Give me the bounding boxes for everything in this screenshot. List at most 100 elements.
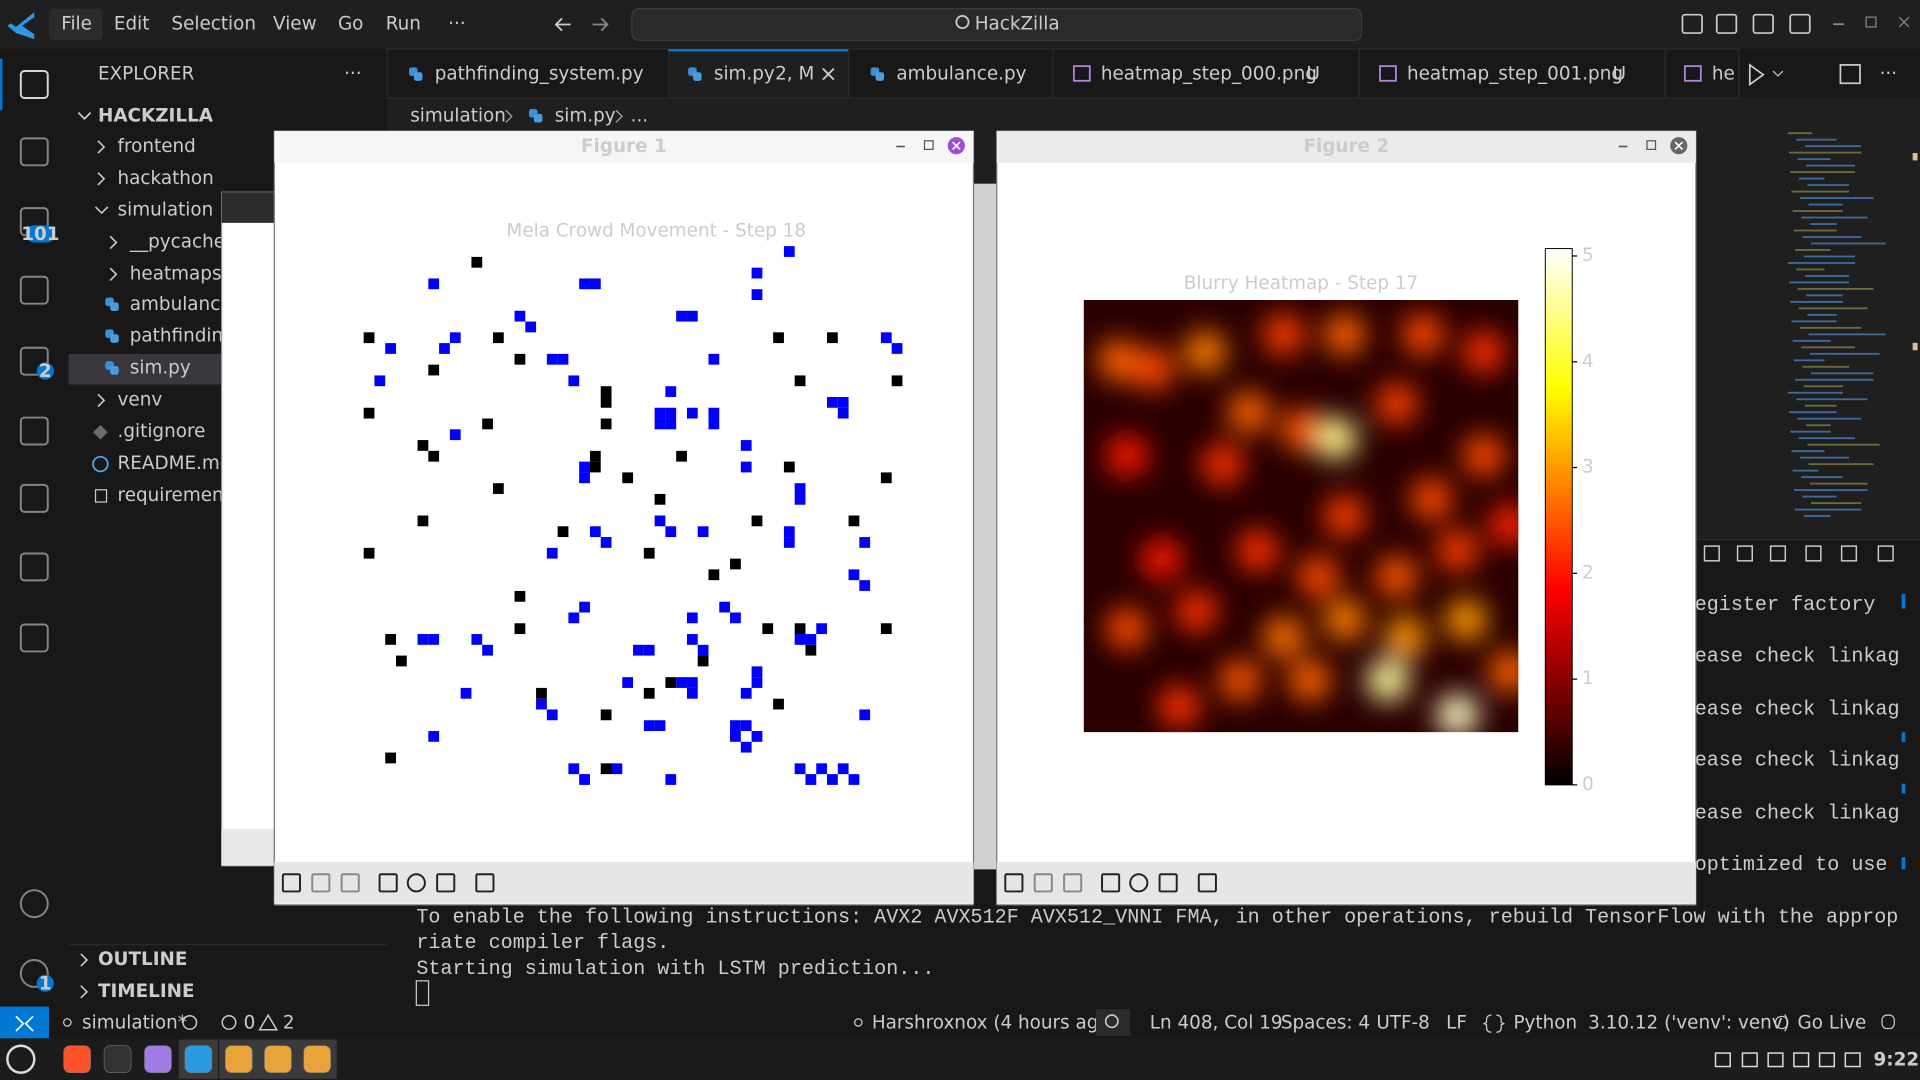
activity-icon[interactable] (19, 623, 49, 653)
explorer-item[interactable]: heatmaps (130, 263, 222, 284)
tab-label[interactable]: heatmap_step_001.png (1407, 64, 1623, 85)
tray-icon[interactable] (1741, 1052, 1758, 1068)
taskbar-app[interactable] (303, 1045, 331, 1073)
tab[interactable] (1358, 48, 1666, 99)
tab[interactable] (1052, 48, 1360, 99)
figure-min[interactable] (1618, 145, 1628, 148)
nav-forward[interactable] (592, 17, 609, 32)
menu-item[interactable]: File (61, 13, 92, 34)
zoom-button[interactable] (1095, 1008, 1131, 1036)
taskbar-app[interactable] (184, 1045, 213, 1073)
explorer-item[interactable]: sim.py (130, 358, 191, 379)
tray-icon[interactable] (1714, 1052, 1731, 1068)
tab[interactable] (1664, 48, 1740, 99)
explorer-item[interactable]: frontend (118, 136, 196, 157)
toolbar-button[interactable] (406, 873, 426, 893)
toolbar-button[interactable] (340, 873, 360, 893)
taskbar-app[interactable] (103, 1045, 132, 1073)
figure-max[interactable] (1646, 140, 1657, 150)
panel-maximize[interactable] (1840, 545, 1858, 562)
panel-toggle[interactable] (1752, 13, 1774, 34)
win-min[interactable] (1833, 23, 1845, 26)
explorer-item[interactable]: requirement (118, 485, 231, 506)
toolbar-button[interactable] (475, 873, 495, 893)
tab-label[interactable]: heatmap_step_000.png (1101, 64, 1317, 85)
explorer-item[interactable]: README.md (118, 453, 232, 474)
search-box[interactable] (631, 7, 1363, 42)
outline-header[interactable]: OUTLINE (98, 949, 187, 970)
breadcrumb-item[interactable]: simulation (410, 105, 506, 126)
clock[interactable]: 9:22 AM (1873, 1049, 1920, 1070)
menu-item[interactable]: ··· (448, 13, 466, 34)
remote-indicator[interactable] (0, 1006, 49, 1039)
status-item[interactable]: Python (1513, 1013, 1577, 1034)
timeline-header[interactable]: TIMELINE (98, 981, 195, 1002)
status-item[interactable]: 0 (244, 1013, 256, 1034)
tab-close[interactable] (822, 67, 835, 81)
toolbar-button[interactable] (1197, 873, 1217, 893)
editor-more[interactable]: ··· (1880, 64, 1898, 85)
panel-more[interactable] (1805, 545, 1822, 562)
win-close[interactable] (1898, 16, 1910, 28)
tray-icon[interactable] (1767, 1052, 1784, 1068)
menu-item[interactable]: Go (338, 13, 363, 34)
toolbar-button[interactable] (1158, 873, 1178, 893)
status-item[interactable]: LF (1446, 1013, 1467, 1034)
menu-item[interactable]: Edit (114, 13, 150, 34)
tab-label[interactable]: pathfinding_system.py (435, 64, 644, 85)
menu-item[interactable]: Selection (171, 13, 256, 34)
nav-back[interactable] (554, 17, 571, 32)
run-dropdown[interactable] (1772, 70, 1784, 77)
run-icon[interactable] (1748, 63, 1765, 87)
toolbar-button[interactable] (436, 873, 456, 893)
breadcrumb-item[interactable]: ... (631, 105, 649, 126)
toolbar-button[interactable] (378, 873, 398, 893)
activity-icon[interactable] (19, 483, 49, 513)
status-item[interactable]: UTF-8 (1376, 1013, 1430, 1034)
activity-icon[interactable] (19, 889, 49, 919)
toolbar-button[interactable] (311, 873, 331, 893)
tray-icon[interactable] (1793, 1052, 1810, 1068)
panel-close[interactable] (1877, 545, 1894, 562)
tray-icon[interactable] (1818, 1052, 1836, 1068)
explorer-item[interactable]: .gitignore (118, 421, 206, 442)
status-item[interactable]: simulation* (82, 1013, 187, 1034)
breadcrumb-item[interactable]: sim.py (555, 105, 616, 126)
status-item[interactable]: Spaces: 4 (1281, 1013, 1370, 1034)
taskbar-app[interactable] (225, 1045, 253, 1073)
toolbar-button[interactable] (1101, 873, 1121, 893)
menu-item[interactable]: View (273, 13, 317, 34)
status-item[interactable]: 2 (283, 1013, 295, 1034)
activity-icon[interactable] (19, 552, 49, 582)
toolbar-button[interactable] (1129, 873, 1149, 893)
split-editor[interactable] (1839, 64, 1861, 85)
status-item[interactable]: Harshroxnox (4 hours ago) (872, 1013, 1117, 1034)
tab-label[interactable]: he (1712, 64, 1735, 85)
activity-icon[interactable] (19, 346, 49, 376)
start-button[interactable] (6, 1044, 36, 1074)
status-item[interactable]: 3.10.12 ('venv': venv) (1588, 1013, 1790, 1034)
explorer-item[interactable]: hackathon (118, 168, 214, 189)
activity-icon[interactable] (19, 275, 49, 305)
panel-dropdown[interactable] (1703, 545, 1720, 562)
taskbar-app[interactable] (144, 1045, 172, 1073)
activity-icon[interactable] (19, 70, 49, 99)
win-max[interactable] (1865, 16, 1877, 28)
toolbar-button[interactable] (281, 873, 301, 893)
panel-kill[interactable] (1769, 545, 1787, 562)
taskbar-app[interactable] (264, 1045, 292, 1073)
tab[interactable] (386, 48, 670, 99)
sidebar-toggle[interactable] (1715, 13, 1738, 34)
bell-icon[interactable] (1881, 1014, 1895, 1030)
toolbar-button[interactable] (1063, 873, 1083, 893)
status-item[interactable]: Go Live (1798, 1013, 1867, 1034)
aux-toggle[interactable] (1789, 13, 1811, 34)
activity-icon[interactable] (19, 137, 49, 167)
menu-item[interactable]: Run (386, 13, 421, 34)
tab-label[interactable]: ambulance.py (896, 64, 1026, 85)
taskbar-app[interactable] (63, 1045, 91, 1073)
tab-label[interactable]: sim.py (714, 64, 775, 85)
explorer-more[interactable]: ··· (344, 64, 362, 85)
sync-icon[interactable] (182, 1014, 198, 1030)
figure-min[interactable] (896, 145, 905, 148)
